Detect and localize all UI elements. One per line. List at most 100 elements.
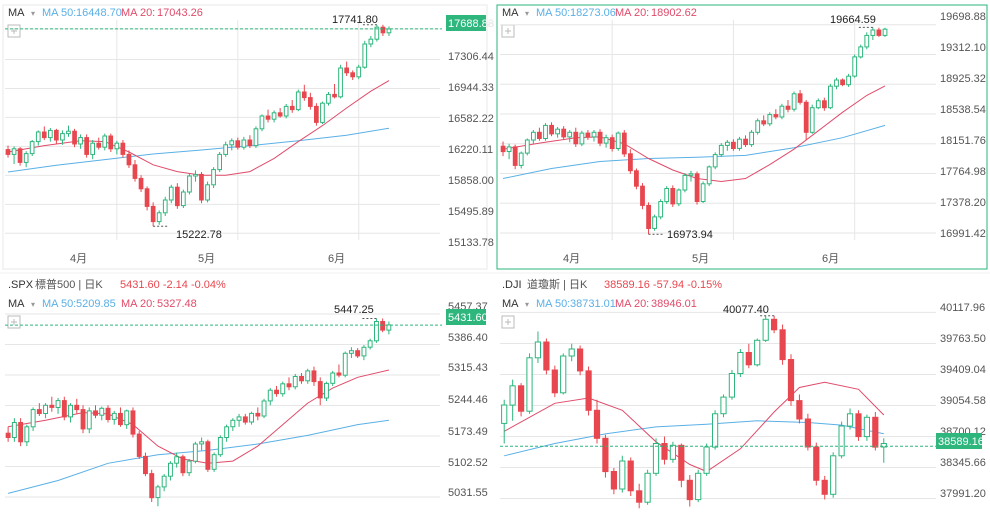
candle-down: [242, 416, 248, 423]
chevron-down-icon[interactable]: ▾: [525, 300, 529, 309]
candle-up: [870, 29, 876, 36]
candle-down: [745, 352, 752, 366]
candle-up: [779, 105, 785, 118]
symbol-code: .SPX: [8, 279, 34, 291]
candle-up: [192, 443, 198, 462]
candle-up: [78, 137, 83, 145]
symbol-header[interactable]: .SPX 標普500 | 日K 5431.60 -2.14 -0.04%: [8, 277, 226, 291]
candlestick-plot: [500, 311, 938, 509]
panel-frame-selected[interactable]: [496, 4, 988, 270]
candle-up: [791, 93, 797, 110]
candle-down: [678, 444, 685, 481]
high-label: 17741.80: [332, 14, 378, 26]
y-tick-label: 5244.46: [448, 394, 488, 406]
candle-down: [602, 437, 609, 473]
candle-up: [161, 475, 167, 488]
candle-up: [230, 419, 236, 428]
candle-down: [93, 410, 98, 416]
last-price-label: 17688.88: [448, 18, 494, 30]
ma20-line: [503, 381, 885, 473]
chevron-down-icon[interactable]: ▾: [31, 9, 35, 18]
y-tick-label: 17306.44: [448, 51, 494, 63]
candle-up: [211, 169, 216, 186]
candle-up: [712, 154, 718, 168]
ma-legend: MA ▾ MA 50: 5209.85 MA 20: 5327.48: [8, 298, 197, 310]
x-month-label: 4月: [70, 253, 87, 265]
candle-up: [11, 148, 17, 155]
candle-down: [661, 443, 668, 460]
candle-up: [168, 186, 174, 201]
y-axis: 17688.88 17306.44 16944.33 16582.22 1622…: [448, 18, 494, 249]
y-axis: 40117.96 39763.50 39409.04 39054.58 3870…: [940, 302, 986, 500]
candle-up: [356, 66, 362, 78]
candle-down: [876, 29, 882, 36]
candle-up: [23, 153, 29, 163]
candle-down: [344, 67, 349, 74]
low-label: 16973.94: [667, 229, 713, 241]
candle-up: [386, 28, 392, 34]
candle-down: [577, 348, 584, 372]
candle-up: [501, 404, 508, 424]
y-tick-label: 17378.20: [940, 197, 986, 209]
candle-up: [99, 407, 105, 416]
candle-up: [555, 128, 561, 135]
candle-up: [223, 144, 229, 155]
ma20-label: MA 20:: [615, 298, 649, 310]
candle-up: [846, 413, 854, 427]
settings-icon[interactable]: [501, 315, 515, 329]
candle-down: [149, 473, 155, 499]
candle-up: [676, 189, 682, 205]
candle-down: [314, 105, 319, 123]
candle-down: [779, 329, 786, 361]
candle-up: [362, 43, 368, 68]
candle-up: [524, 139, 530, 154]
candle-up: [241, 139, 247, 148]
candle-up: [531, 131, 536, 141]
candle-down: [731, 141, 736, 150]
ma50-value: 18273.06: [570, 7, 616, 19]
candle-up: [342, 352, 348, 376]
candle-up: [846, 75, 852, 86]
candle-down: [144, 188, 150, 207]
symbol-name: 標普500 | 日K: [35, 277, 103, 291]
symbol-header[interactable]: .DJI 道瓊斯 | 日K 38589.16 -57.94 -0.15%: [502, 277, 722, 291]
chevron-down-icon[interactable]: ▾: [525, 9, 529, 18]
candle-up: [102, 135, 108, 148]
chevron-down-icon[interactable]: ▾: [31, 300, 35, 309]
candle-down: [380, 26, 386, 34]
candle-up: [603, 137, 609, 144]
price-summary: 38589.16 -57.94 -0.15%: [604, 279, 722, 291]
candle-down: [694, 173, 700, 203]
y-tick-label: 5173.49: [448, 426, 488, 438]
candle-up: [267, 389, 273, 402]
candle-up: [619, 460, 626, 490]
ma50-line: [7, 127, 390, 173]
candle-up: [217, 153, 223, 171]
candle-up: [718, 144, 724, 156]
panel-top-left: MA ▾ MA 50: 16448.70 MA 20: 17043.26 176…: [2, 4, 494, 270]
candle-down: [80, 409, 86, 430]
candle-up: [669, 444, 676, 460]
candle-down: [646, 204, 652, 229]
candle-up: [858, 46, 864, 58]
candle-down: [551, 369, 558, 394]
candle-down: [561, 128, 567, 138]
candle-down: [585, 132, 591, 138]
candle-up: [644, 472, 651, 503]
candle-down: [5, 432, 11, 439]
candle-up: [187, 175, 192, 193]
candle-up: [755, 120, 761, 133]
candle-up: [815, 100, 821, 109]
candle-down: [143, 455, 148, 475]
panel-top-right: MA ▾ MA 50: 18273.06 MA 20: 18902.62 196…: [496, 4, 988, 270]
candle-up: [229, 140, 235, 146]
y-tick-label: 15858.00: [448, 175, 494, 187]
y-tick-label: 39763.50: [940, 333, 986, 345]
panel-bottom-left: .SPX 標普500 | 日K 5431.60 -2.14 -0.04% MA …: [5, 277, 488, 507]
candle-up: [518, 152, 524, 166]
candle-up: [368, 38, 374, 45]
settings-icon[interactable]: [7, 315, 21, 329]
candle-up: [658, 201, 664, 218]
candle-down: [621, 132, 627, 155]
y-tick-label: 16991.42: [940, 228, 986, 240]
